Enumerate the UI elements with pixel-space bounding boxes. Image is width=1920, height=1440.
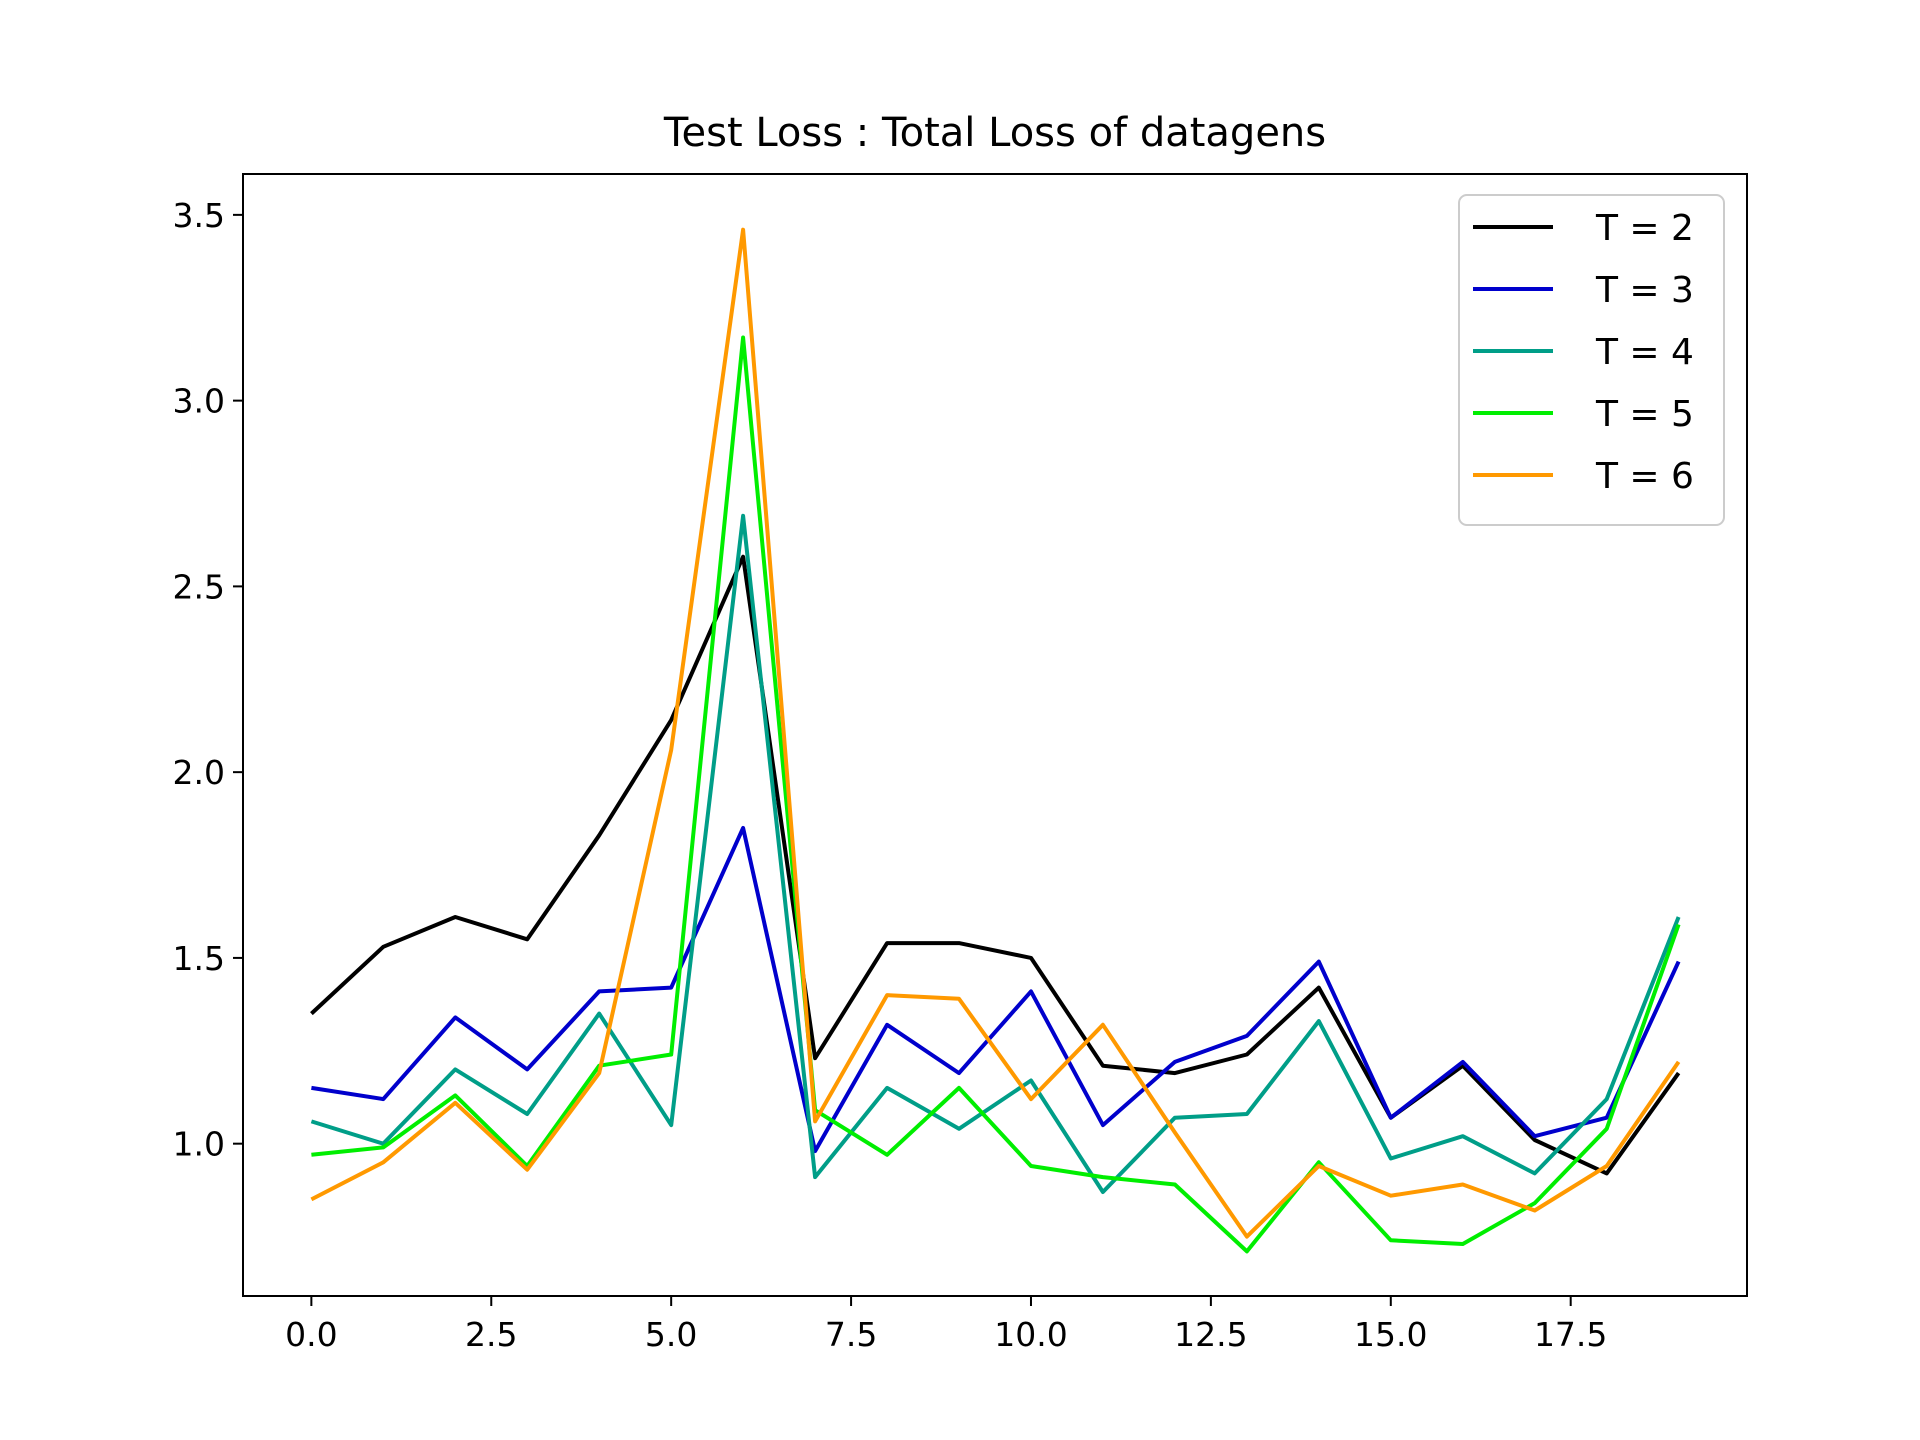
x-tick-label: 5.0 xyxy=(645,1315,697,1354)
y-tick-label: 1.0 xyxy=(173,1125,225,1164)
legend-label: T = 2 xyxy=(1595,208,1694,249)
x-tick-label: 12.5 xyxy=(1174,1315,1247,1354)
legend-box xyxy=(1458,194,1725,526)
x-tick-label: 0.0 xyxy=(285,1315,337,1354)
series-line-t2 xyxy=(310,554,1681,1176)
series-line-t3 xyxy=(311,825,1681,1154)
y-tick-label: 3.5 xyxy=(173,196,225,235)
x-tick-label: 15.0 xyxy=(1354,1315,1427,1354)
legend-label: T = 6 xyxy=(1595,456,1694,497)
x-tick-label: 10.0 xyxy=(994,1315,1067,1354)
plot-frame xyxy=(242,173,1748,1297)
x-tick-label: 2.5 xyxy=(465,1315,517,1354)
series-line-t6 xyxy=(310,227,1681,1239)
y-tick-label: 2.5 xyxy=(173,567,225,606)
legend-label: T = 4 xyxy=(1595,332,1694,373)
legend: T = 2 T = 3 T = 4 T = 5 T = 6 xyxy=(1458,194,1725,526)
chart-title: Test Loss : Total Loss of datagens xyxy=(663,110,1326,156)
x-tick-label: 7.5 xyxy=(825,1315,877,1354)
series-layer xyxy=(310,227,1681,1254)
y-tick-label: 1.5 xyxy=(173,939,225,978)
y-tick-label: 2.0 xyxy=(173,753,225,792)
legend-label: T = 5 xyxy=(1595,394,1694,435)
legend-label: T = 3 xyxy=(1595,270,1694,311)
y-tick-label: 3.0 xyxy=(173,382,225,421)
x-tick-label: 17.5 xyxy=(1534,1315,1607,1354)
x-axis: 0.0 2.5 5.0 7.5 10.0 12.5 15.0 17.5 xyxy=(285,1296,1607,1354)
y-axis: 1.0 1.5 2.0 2.5 3.0 3.5 xyxy=(173,196,243,1164)
series-line-t5 xyxy=(311,335,1681,1254)
series-line-t4 xyxy=(310,513,1681,1194)
